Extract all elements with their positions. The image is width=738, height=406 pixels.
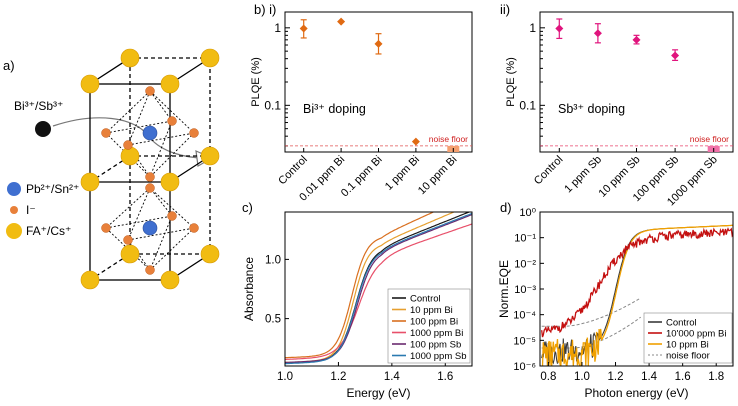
x-tick-label: 1.2 [608,371,624,383]
legend-label: 1000 ppm Bi [410,328,463,339]
legend-label: Control [410,294,441,305]
legend-fa-icon [6,223,22,239]
x-tick-label: 1.2 [330,371,346,383]
y-tick-label: 10⁻⁴ [513,310,536,322]
y-tick-label: 1 [274,21,281,35]
abs-series-line [285,214,472,363]
data-point [632,35,641,44]
noise-floor-line [541,297,641,327]
panel-a: a) Bi³⁺/Sb³⁺ [3,48,220,290]
y-axis-label: PLQE (%) [250,57,262,107]
dopant-label: Bi³⁺/Sb³⁺ [14,99,63,113]
legend-label: 10 ppm Bi [666,340,709,351]
panel-label-a: a) [3,58,15,73]
plot-frame [284,11,473,153]
noise-floor-label: noise floor [690,134,729,144]
x-tick-label: 1.4 [384,371,401,383]
y-tick-label: 0.5 [265,314,281,326]
legend-fa-label: FA⁺/Cs⁺ [26,224,71,238]
y-tick-label: 0.1 [519,98,536,112]
y-tick-label: 1.0 [265,254,281,266]
abs-series-line [285,223,472,360]
x-tick-label: 0.8 [540,371,556,383]
plot-frame [539,11,734,153]
legend-pb-label: Pb²⁺/Sn²⁺ [26,182,79,196]
data-point [555,24,564,33]
x-axis-label: Photon energy (eV) [584,386,688,400]
y-tick-label: 10⁻² [514,258,536,270]
x-tick-label: 0.1 ppm Bi [339,154,385,200]
data-point [374,39,383,48]
eqe-10ppm-line [541,224,733,366]
y-tick-label: 10⁻³ [514,284,536,296]
panel-label-bii: ii) [500,2,510,17]
y-axis-label: PLQE (%) [505,57,517,107]
x-tick-label: 1.8 [708,371,724,383]
y-axis-label: Absorbance [242,257,256,321]
panel-label-b: b) i) [254,2,276,17]
iodide-atoms [101,86,199,275]
abs-legend-box [387,288,471,364]
legend-label: noise floor [666,351,710,362]
y-tick-label: 10⁻¹ [514,233,536,245]
abs-series-line [285,212,472,365]
y-tick-label: 1 [529,21,536,35]
y-tick-label: 10⁻⁵ [513,335,536,347]
x-tick-label: 1.6 [675,371,691,383]
eqe-10000ppm-line [541,227,733,338]
eqe-chart: 0.8 1.0 1.2 1.4 1.6 1.8 10⁰ 10⁻¹ 10⁻² 10⁻³ 10⁻⁴ 10⁻… [497,207,734,400]
data-point [337,17,346,26]
x-tick-label: Control [532,154,566,188]
doping-annotation: Sb³⁺ doping [558,102,625,116]
legend-iodide-icon [10,206,18,214]
data-point [671,51,680,60]
abs-series-line [285,212,435,359]
legend-iodide-label: I⁻ [26,203,36,217]
y-tick-label: 0.1 [264,98,281,112]
x-tick-label: 1.0 [574,371,590,383]
legend-label: Control [666,318,697,329]
x-tick-label: Control [276,154,310,188]
legend-label: 1000 ppm Sb [410,351,467,362]
data-point [299,24,308,33]
structure-legend: Pb²⁺/Sn²⁺ I⁻ FA⁺/Cs⁺ [6,182,79,239]
legend-label: 100 ppm Bi [410,317,458,328]
x-tick-label: 1.6 [437,371,453,383]
x-tick-label: 1.0 [277,371,293,383]
noise-floor-label: noise floor [429,134,468,144]
dopant-atom-icon [35,121,51,137]
legend-label: 10 ppm Bi [410,305,453,316]
x-tick-label: 1 ppm Bi [383,154,422,193]
absorbance-chart: 1.0 1.2 1.4 1.6 0.5 1.0 Energy (eV) Absorbance C… [242,211,473,400]
x-axis-label: Energy (eV) [346,386,410,400]
legend-label: 100 ppm Sb [410,340,461,351]
y-tick-label: 10⁻⁶ [513,361,536,373]
data-point [593,29,602,38]
doping-annotation: Bi³⁺ doping [303,102,366,116]
data-point [411,137,420,146]
legend-label: 10'000 ppm Bi [666,329,726,340]
y-tick-label: 10⁰ [519,207,536,219]
b-site-atoms [142,125,158,236]
a-site-atoms [80,48,220,290]
x-tick-label: 1.4 [641,371,658,383]
x-tick-label: 10 ppm Bi [416,154,460,198]
y-axis-label: Norm.EQE [497,260,511,318]
plot-frame [284,211,473,367]
panel-label-c: c) [242,200,253,215]
legend-pb-icon [7,182,21,196]
panel-label-d: d) [500,200,512,215]
